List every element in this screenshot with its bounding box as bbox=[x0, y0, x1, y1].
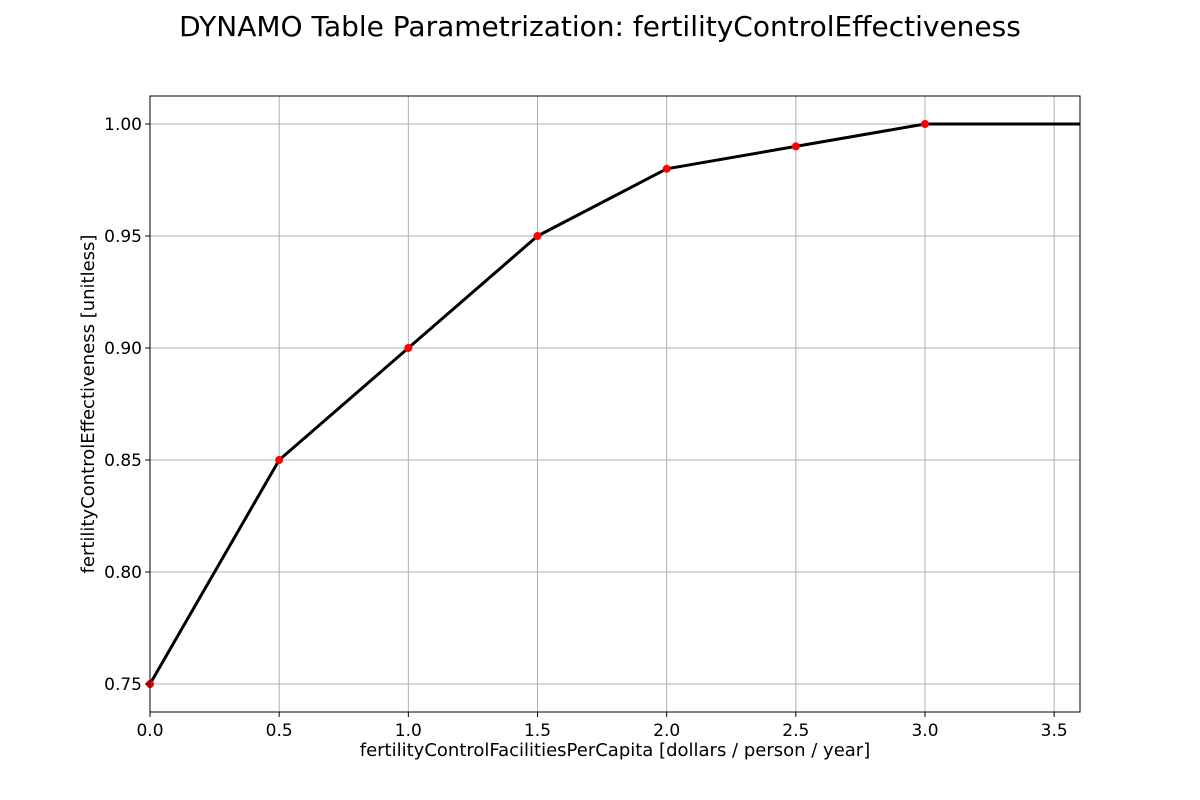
y-tick-label: 0.85 bbox=[104, 451, 142, 471]
data-point bbox=[662, 164, 671, 173]
chart-title: DYNAMO Table Parametrization: fertilityC… bbox=[179, 10, 1021, 43]
data-point bbox=[533, 232, 542, 240]
data-point bbox=[275, 456, 284, 464]
x-tick-label: 0.0 bbox=[136, 721, 163, 741]
data-point bbox=[404, 344, 413, 352]
series-layer bbox=[146, 120, 1080, 688]
x-axis-label: fertilityControlFacilitiesPerCapita [dol… bbox=[360, 740, 870, 761]
x-tick-label: 3.5 bbox=[1041, 721, 1068, 741]
x-tick-label: 2.0 bbox=[653, 721, 680, 741]
x-tick-label: 3.0 bbox=[911, 721, 938, 741]
x-tick-label: 1.5 bbox=[524, 721, 551, 741]
series-line bbox=[148, 122, 1080, 685]
y-axis-label: fertilityControlEffectiveness [unitless] bbox=[78, 235, 99, 574]
y-tick-label: 0.75 bbox=[104, 675, 142, 695]
data-point bbox=[921, 120, 929, 128]
x-tick-label: 0.5 bbox=[266, 721, 293, 741]
ticks-layer: 0.0 0.5 1.0 1.5 2.0 2.5 3.0 3.5 0.75 0.80 0.85 0.90… bbox=[104, 115, 1068, 741]
x-tick-label: 1.0 bbox=[395, 721, 422, 741]
plot-frame bbox=[149, 95, 1081, 713]
y-tick-label: 1.00 bbox=[104, 115, 142, 135]
grid-layer bbox=[149, 96, 1080, 712]
x-tick-label: 2.5 bbox=[782, 721, 809, 741]
y-tick-label: 0.95 bbox=[104, 227, 142, 247]
y-tick-label: 0.90 bbox=[104, 339, 142, 359]
y-tick-label: 0.80 bbox=[104, 563, 142, 583]
data-point bbox=[791, 142, 800, 151]
